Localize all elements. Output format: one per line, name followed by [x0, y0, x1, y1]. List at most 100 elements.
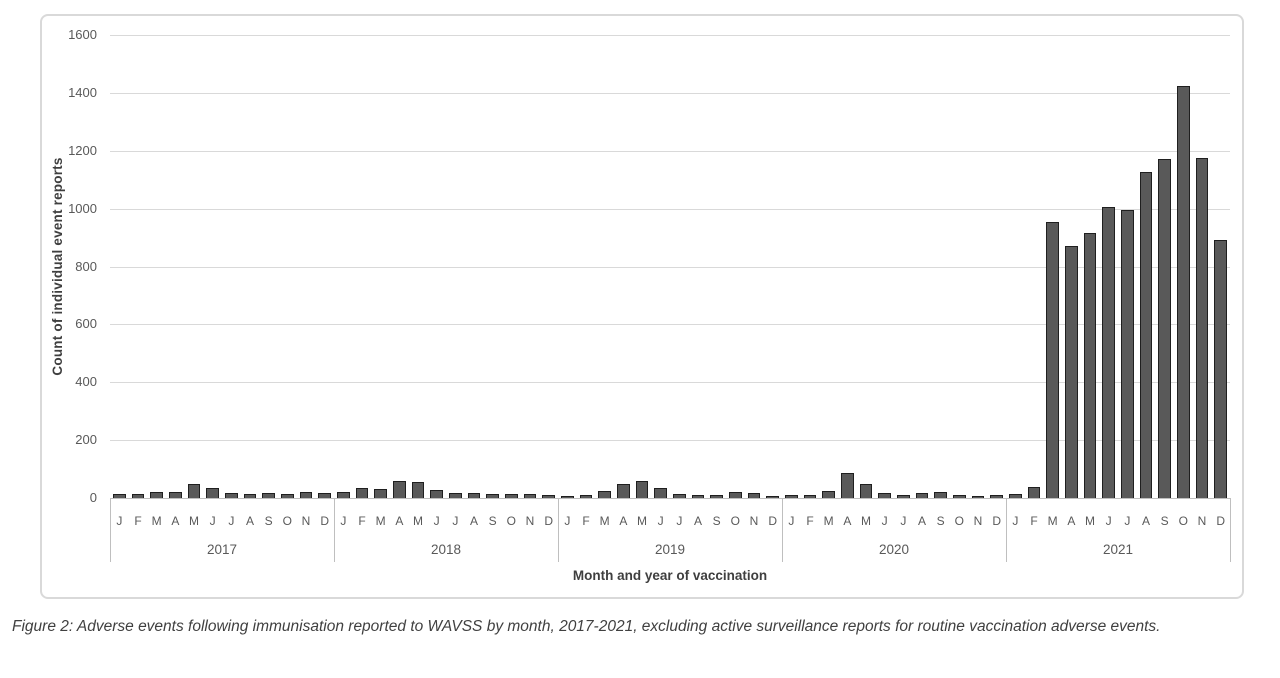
- month-tick-label: A: [171, 514, 180, 528]
- month-tick-label: A: [619, 514, 628, 528]
- bar-2017-A8: [243, 493, 257, 498]
- bar-2019-N11: [747, 492, 761, 498]
- bar-2021-O10: [1177, 85, 1190, 498]
- bar-2020-M5: [859, 483, 873, 498]
- month-tick-label: J: [433, 514, 440, 528]
- month-tick-label: J: [340, 514, 347, 528]
- month-tick-label: M: [375, 514, 386, 528]
- bar-2019-S9: [710, 494, 723, 498]
- month-tick-label: S: [712, 514, 721, 528]
- bar-2020-J6: [878, 493, 891, 498]
- month-tick-label: D: [320, 514, 329, 528]
- bar-2018-M3: [374, 489, 387, 498]
- year-group-separator: [558, 498, 559, 562]
- month-tick-label: J: [228, 514, 235, 528]
- plot-area: 0 200 400 600 800 1000 1200 1400 1600 J F M A M J J A S O N…: [42, 16, 1242, 597]
- bar-2018-N11: [523, 493, 537, 498]
- bar-2020-A8: [915, 493, 929, 498]
- bar-2019-J1: [561, 495, 574, 498]
- bar-2021-A8: [1139, 172, 1153, 498]
- year-group-separator: [782, 498, 783, 562]
- bar-2020-J7: [897, 494, 910, 498]
- bar-2020-F2: [803, 494, 817, 498]
- month-tick-label: D: [544, 514, 553, 528]
- month-tick-label: F: [358, 514, 366, 528]
- bar-2019-J7: [673, 493, 686, 498]
- bar-2021-F2: [1027, 487, 1041, 498]
- bar-2017-J1: [113, 493, 126, 498]
- bar-2018-M5: [411, 482, 425, 498]
- gridline: [110, 382, 1230, 384]
- month-tick-label: J: [1012, 514, 1019, 528]
- month-tick-label: A: [469, 514, 478, 528]
- bar-2021-D12: [1214, 240, 1227, 498]
- bar-2018-O10: [505, 493, 518, 498]
- month-tick-label: O: [954, 514, 964, 528]
- bar-2017-S9: [262, 493, 275, 498]
- month-tick-label: M: [1084, 514, 1095, 528]
- bar-2018-J1: [337, 492, 350, 498]
- bar-2019-O10: [729, 492, 742, 498]
- month-tick-label: O: [1178, 514, 1188, 528]
- month-tick-label: D: [992, 514, 1001, 528]
- bar-2018-D12: [542, 494, 555, 498]
- bar-2021-J1: [1009, 493, 1022, 498]
- gridline: [110, 324, 1230, 326]
- month-tick-label: J: [1105, 514, 1112, 528]
- month-tick-label: J: [1124, 514, 1131, 528]
- year-tick-label: 2018: [430, 542, 462, 557]
- month-tick-label: N: [525, 514, 535, 528]
- bar-2017-M5: [187, 484, 201, 498]
- month-tick-label: J: [676, 514, 683, 528]
- bar-2021-J7: [1121, 210, 1134, 498]
- gridline: [110, 208, 1230, 210]
- month-tick-label: J: [788, 514, 795, 528]
- bar-2017-N11: [299, 492, 313, 498]
- gridline: [110, 150, 1230, 152]
- bar-2019-F2: [579, 495, 593, 498]
- month-tick-label: A: [1141, 514, 1150, 528]
- month-tick-label: A: [843, 514, 852, 528]
- bar-2020-A4: [841, 473, 854, 498]
- figure-caption: Figure 2: Adverse events following immun…: [12, 618, 1161, 635]
- bar-2018-J6: [430, 490, 443, 498]
- bar-2020-O10: [953, 495, 966, 498]
- month-tick-label: A: [917, 514, 926, 528]
- month-tick-label: A: [245, 514, 254, 528]
- month-tick-label: J: [564, 514, 571, 528]
- y-tick-label: 400: [75, 374, 97, 390]
- month-tick-label: F: [134, 514, 142, 528]
- bar-2020-J1: [785, 495, 798, 498]
- month-tick-label: S: [264, 514, 273, 528]
- month-tick-label: M: [636, 514, 647, 528]
- y-tick-label: 1400: [68, 84, 97, 100]
- month-tick-label: N: [749, 514, 759, 528]
- bar-2017-O10: [281, 493, 294, 498]
- y-tick-label: 1600: [68, 27, 97, 42]
- month-tick-label: D: [768, 514, 777, 528]
- bar-2017-M3: [150, 492, 163, 498]
- month-tick-label: J: [116, 514, 123, 528]
- bar-2019-M5: [635, 480, 649, 498]
- gridline: [110, 35, 1230, 36]
- bar-2018-A8: [467, 492, 481, 498]
- month-tick-label: M: [599, 514, 610, 528]
- bar-2019-A4: [617, 483, 630, 498]
- month-tick-label: J: [452, 514, 459, 528]
- month-tick-label: O: [506, 514, 516, 528]
- bar-2017-J6: [206, 488, 219, 498]
- month-tick-label: O: [730, 514, 740, 528]
- month-tick-label: A: [1067, 514, 1076, 528]
- chart-figure: Count of individual event reports 0 200 40…: [40, 14, 1244, 599]
- bar-2019-D12: [766, 495, 779, 498]
- bar-2021-M5: [1083, 233, 1097, 498]
- year-group-separator: [1006, 498, 1007, 562]
- year-tick-label: 2020: [878, 542, 910, 557]
- month-tick-label: M: [188, 514, 199, 528]
- bar-2019-J6: [654, 487, 667, 498]
- bar-2021-M3: [1046, 221, 1059, 498]
- bar-2018-A4: [393, 481, 406, 498]
- x-axis-title: Month and year of vaccination: [572, 568, 768, 583]
- gridline: [110, 440, 1230, 442]
